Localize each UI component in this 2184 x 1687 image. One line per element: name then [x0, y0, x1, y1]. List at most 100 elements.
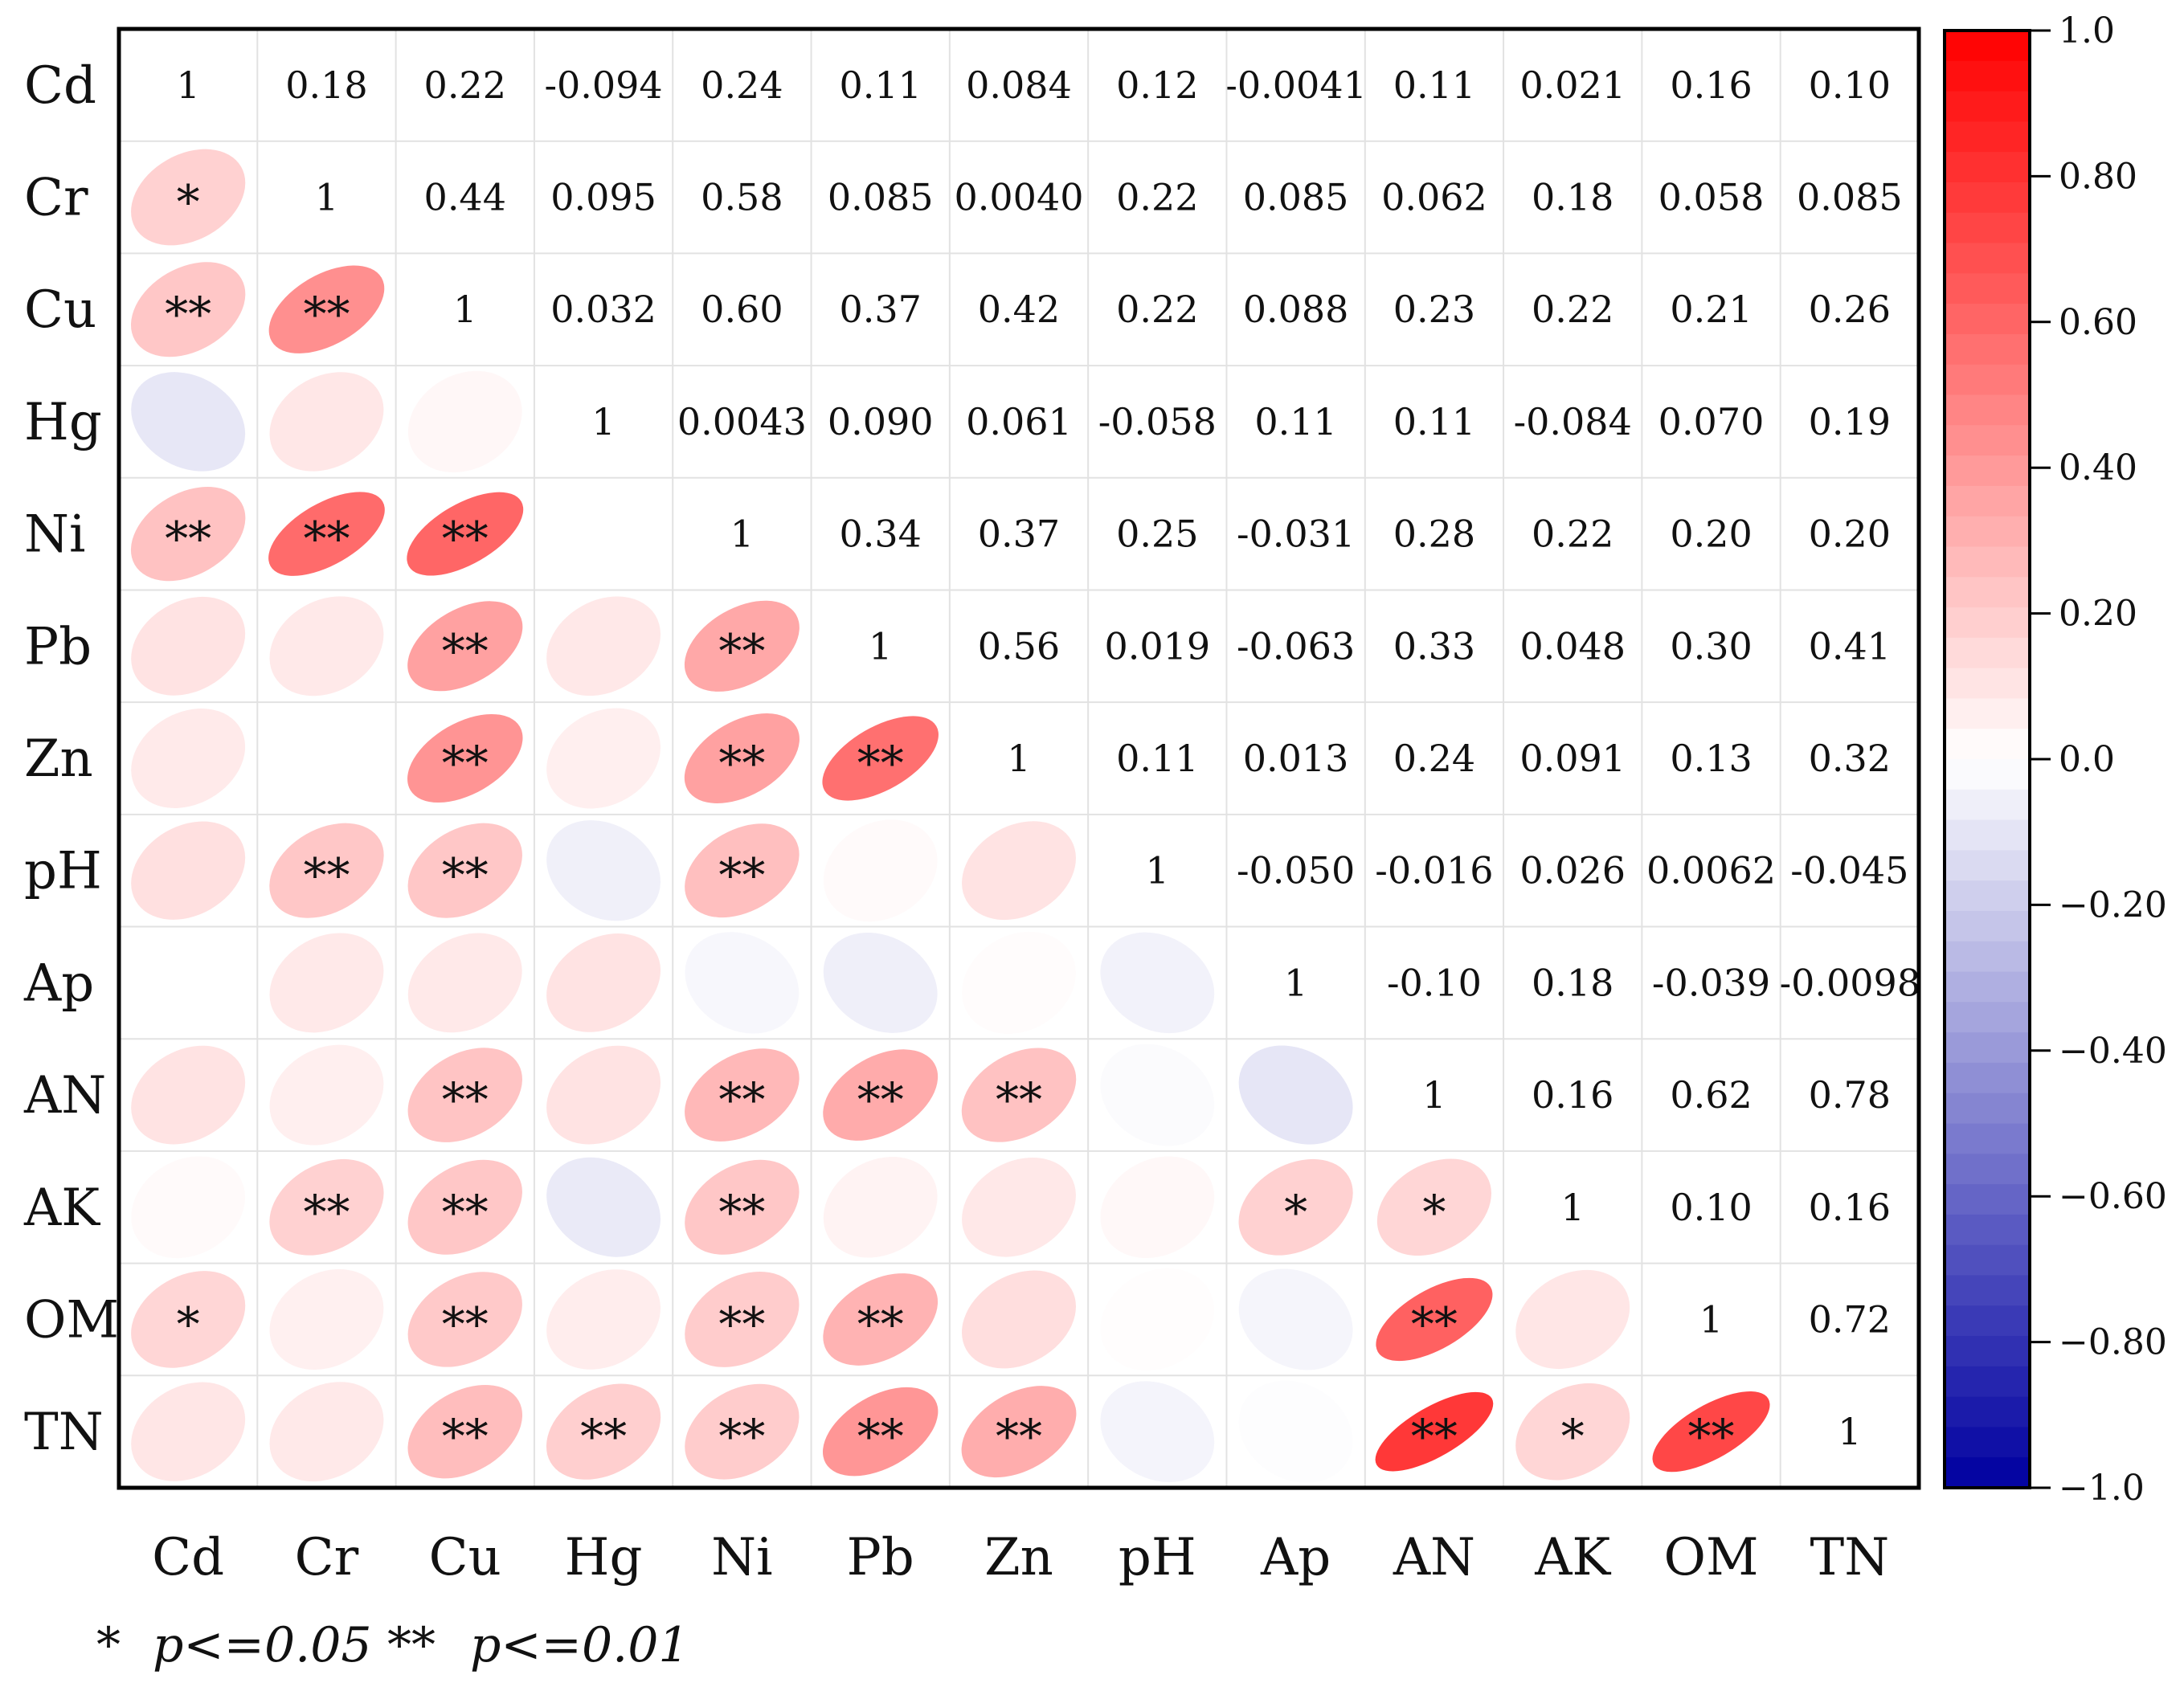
cell-value: -0.094: [544, 63, 662, 107]
correlation-ellipse: [684, 713, 800, 803]
correlation-ellipse: [131, 1382, 246, 1481]
colorbar-segment: [1945, 273, 2030, 304]
cell-value: 0.41: [1809, 624, 1891, 668]
correlation-ellipse: [961, 1270, 1077, 1369]
colorbar-segment: [1945, 1032, 2030, 1064]
row-label: Cr: [24, 169, 88, 228]
cell-value: 0.0062: [1646, 849, 1776, 893]
significance-mark: **: [718, 1185, 765, 1240]
cell-value: 0.20: [1809, 513, 1891, 556]
row-label: Cu: [24, 280, 96, 340]
colorbar-segment: [1945, 819, 2030, 852]
row-label: AK: [23, 1178, 100, 1238]
colorbar-tick-label: 1.0: [2059, 10, 2115, 51]
colorbar-segment: [1945, 729, 2030, 760]
correlation-ellipse: [546, 1045, 661, 1145]
colorbar-segment: [1945, 333, 2030, 366]
cell-value: 0.20: [1670, 513, 1752, 556]
colorbar-segment: [1945, 182, 2030, 214]
colorbar-segment: [1945, 1305, 2030, 1337]
correlation-ellipse: [684, 600, 800, 692]
colorbar-segment: [1945, 516, 2030, 548]
cell-value: 0.085: [828, 176, 934, 219]
row-label: pH: [24, 842, 102, 901]
colorbar-segment: [1945, 880, 2030, 912]
colorbar-segment: [1945, 1123, 2030, 1155]
cell-value: 0.13: [1670, 737, 1752, 780]
correlation-ellipse: [685, 932, 800, 1034]
correlation-ellipse: [546, 1383, 661, 1480]
colorbar-segment: [1945, 789, 2030, 821]
significance-mark: **: [718, 623, 765, 678]
plot-frame: [117, 27, 1921, 1490]
correlation-ellipse: [1238, 1158, 1353, 1256]
cell-value: 1: [730, 513, 754, 556]
cell-value: 0.084: [966, 63, 1072, 107]
row-label: TN: [24, 1403, 104, 1462]
cell-value: 0.33: [1393, 624, 1475, 668]
cell-value: 0.062: [1381, 176, 1487, 219]
colorbar-segment: [1945, 1457, 2030, 1489]
cell-value: 0.44: [424, 176, 506, 219]
cell-value: 0.23: [1393, 288, 1475, 331]
cell-value: 0.22: [1532, 513, 1613, 556]
colorbar-segment: [1945, 1275, 2030, 1307]
cell-value: 1: [1422, 1073, 1446, 1117]
legend-two-star-text: p<=0.01: [470, 1617, 689, 1673]
correlation-ellipse: [961, 1386, 1077, 1478]
correlation-ellipse: [962, 1157, 1076, 1257]
cell-value: 0.24: [1393, 737, 1475, 780]
row-label: AN: [23, 1066, 106, 1125]
significance-mark: **: [442, 1409, 489, 1464]
correlation-ellipse: [269, 823, 384, 918]
correlation-ellipse: [546, 596, 661, 696]
column-label: OM: [1664, 1528, 1759, 1587]
cell-value: 1: [1561, 1186, 1585, 1229]
cell-value: 0.10: [1670, 1186, 1752, 1229]
cell-value: 0.30: [1670, 624, 1752, 668]
correlation-ellipse: [546, 933, 661, 1032]
significance-mark: **: [442, 1185, 489, 1240]
row-label: Zn: [24, 729, 93, 789]
legend-one-star: *: [96, 1617, 121, 1673]
cell-value: 0.026: [1519, 849, 1626, 893]
significance-mark: **: [303, 512, 350, 566]
significance-mark: **: [165, 512, 211, 566]
correlation-ellipse: [962, 931, 1076, 1034]
cell-value: 0.11: [1254, 400, 1336, 443]
significance-mark: **: [857, 736, 904, 790]
correlation-ellipse: [269, 372, 384, 472]
correlation-ellipse: [822, 1387, 939, 1477]
cell-value: 0.12: [1116, 63, 1198, 107]
correlation-ellipse: [130, 262, 246, 357]
cell-value: 0.16: [1532, 1073, 1613, 1117]
colorbar-tick-label: 0.0: [2059, 739, 2115, 780]
cell-value: 0.28: [1393, 513, 1475, 556]
colorbar-segment: [1945, 577, 2030, 608]
cell-value: -0.031: [1237, 513, 1355, 556]
cell-value: 0.095: [550, 176, 656, 219]
cell-value: 0.11: [1393, 400, 1475, 443]
cell-value: 0.58: [701, 176, 783, 219]
grid-layer: Cd Cr Cu Hg Ni Pb Zn pH Ap AN AK OM TN Cd Cr Cu Hg Ni Pb Zn…: [23, 27, 1921, 1587]
column-label: Cd: [152, 1528, 224, 1587]
row-label: Ni: [24, 505, 85, 565]
legend-two-star: **: [387, 1617, 436, 1673]
correlation-ellipse: [823, 1157, 938, 1258]
cell-value: 1: [315, 176, 338, 219]
legend-one-star-text: p<=0.05: [153, 1617, 372, 1673]
cell-value: 1: [1146, 849, 1169, 893]
correlation-ellipse: [131, 1156, 246, 1259]
significance-mark: **: [1411, 1297, 1458, 1351]
cell-value: 1: [1699, 1297, 1723, 1341]
column-label: Ni: [711, 1528, 772, 1587]
correlation-ellipse: [407, 601, 523, 692]
cell-value: 0.78: [1809, 1073, 1891, 1117]
row-label: Hg: [24, 393, 102, 452]
cell-value: 0.18: [1532, 961, 1613, 1004]
cell-value: 0.56: [978, 624, 1060, 668]
significance-mark: **: [996, 1072, 1042, 1127]
correlation-ellipse: [1100, 1268, 1215, 1371]
cell-value: 0.085: [1797, 176, 1903, 219]
correlation-ellipse: [130, 487, 246, 582]
